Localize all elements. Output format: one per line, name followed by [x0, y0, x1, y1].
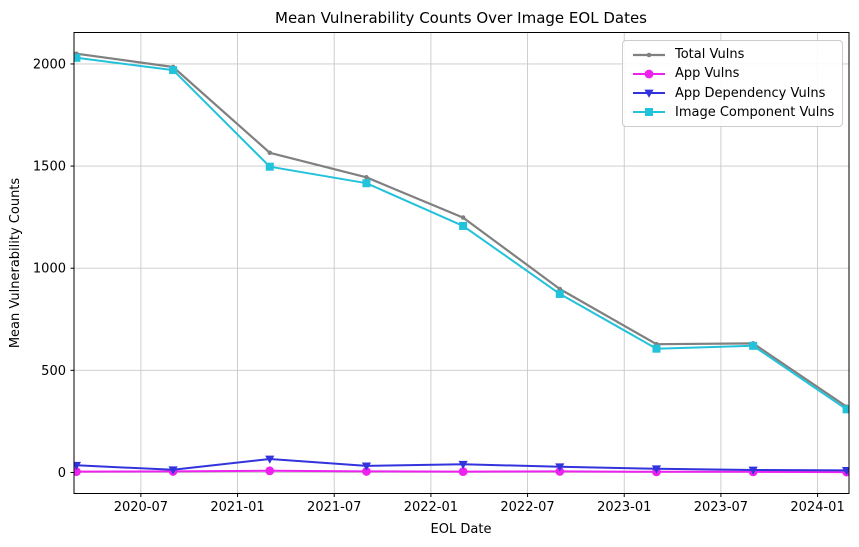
marker-square [555, 289, 564, 298]
x-axis-ticks: 2020-07 2021-01 2021-07 2022-01 2022-07 2023-… [114, 493, 845, 515]
legend-item: Total Vulns [631, 45, 834, 64]
marker-square [749, 341, 758, 350]
marker-triangle-down [651, 465, 662, 474]
x-tick-label: 2021-01 [210, 500, 264, 515]
x-tick-label: 2022-07 [500, 500, 554, 515]
y-tick-label: 0 [58, 466, 66, 481]
x-tick-label: 2020-07 [114, 500, 168, 515]
x-tick-label: 2021-07 [307, 500, 361, 515]
marker-triangle-down [644, 89, 654, 98]
legend-item: App Vulns [631, 64, 834, 83]
marker-dot [460, 215, 466, 220]
marker-circle [458, 467, 468, 477]
marker-dot [364, 175, 369, 180]
marker-circle [74, 467, 81, 477]
x-tick-label: 2022-01 [404, 500, 458, 515]
series-image-component-vulns [74, 53, 849, 414]
marker-triangle-down [265, 455, 275, 464]
marker-square [652, 344, 661, 353]
y-tick-label: 500 [41, 364, 66, 379]
legend-sample-dot-icon [633, 52, 665, 57]
marker-triangle-down [748, 466, 758, 475]
marker-triangle-down [361, 462, 372, 471]
marker-square [169, 66, 178, 75]
y-tick-label: 2000 [33, 57, 66, 72]
legend-label: App Vulns [675, 66, 740, 82]
legend-sample-circle-icon [633, 69, 665, 79]
marker-triangle-down [458, 460, 468, 470]
marker-square [362, 179, 371, 188]
legend-label: Total Vulns [675, 47, 745, 63]
x-tick-label: 2023-01 [597, 500, 651, 515]
marker-square [842, 405, 849, 414]
marker-square [459, 221, 468, 230]
marker-circle [265, 466, 275, 476]
y-axis-ticks: 0 500 1000 1500 2000 [33, 57, 74, 481]
y-tick-label: 1000 [33, 262, 66, 277]
marker-triangle-down [168, 466, 178, 475]
marker-triangle-down [841, 467, 849, 476]
x-tick-label: 2024-01 [790, 500, 844, 515]
marker-circle [362, 467, 371, 476]
marker-circle [644, 69, 654, 79]
legend: Total Vulns App Vulns App Dependency Vulns… [622, 40, 843, 127]
marker-triangle-down [74, 461, 82, 471]
legend-item: App Dependency Vulns [631, 84, 834, 103]
y-axis-label: Mean Vulnerability Counts [8, 178, 23, 349]
marker-dot [267, 150, 273, 156]
marker-square [74, 53, 81, 62]
legend-label: Image Component Vulns [675, 104, 835, 120]
series-app-dependency-vulns [74, 455, 849, 476]
chart-title: Mean Vulnerability Counts Over Image EOL… [275, 9, 647, 27]
marker-square [645, 108, 653, 117]
marker-square [265, 162, 274, 171]
marker-dot [646, 52, 652, 57]
plot-frame [73, 32, 850, 494]
legend-item: Image Component Vulns [631, 103, 834, 122]
marker-triangle-down [555, 463, 565, 472]
legend-sample-square-icon [633, 108, 665, 117]
legend-label: App Dependency Vulns [675, 85, 826, 101]
y-tick-label: 1500 [33, 160, 66, 175]
x-axis-label: EOL Date [431, 522, 492, 537]
data-series [74, 51, 849, 477]
x-tick-label: 2023-07 [694, 500, 748, 515]
legend-sample-triangle-down-icon [633, 89, 665, 98]
